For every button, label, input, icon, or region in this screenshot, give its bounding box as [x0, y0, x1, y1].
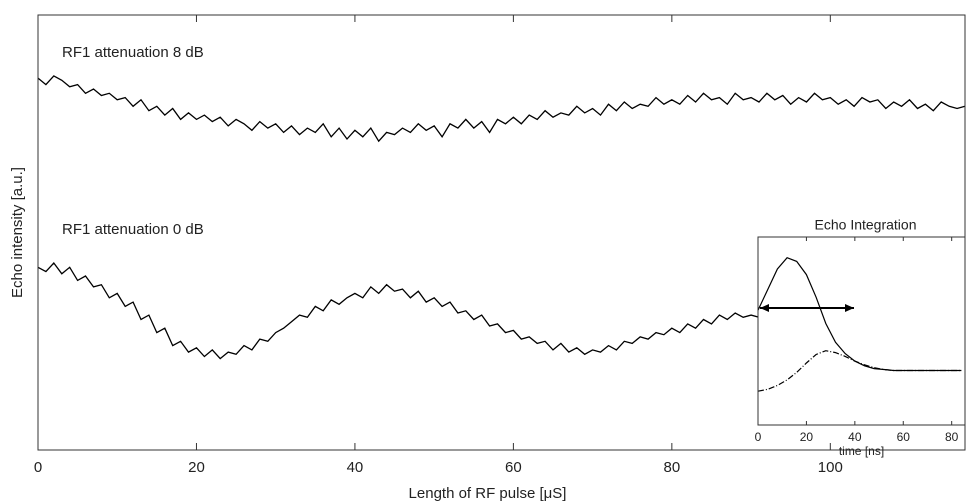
- arrow-head: [845, 304, 854, 312]
- inset-title: Echo Integration: [815, 217, 917, 233]
- x-tick-label: 0: [34, 459, 42, 476]
- data-line: [37, 75, 966, 143]
- x-tick-label: 20: [188, 459, 205, 476]
- x-tick-label: 20: [800, 430, 814, 444]
- x-tick-label: 100: [818, 459, 843, 476]
- x-axis-label: time [ns]: [839, 444, 884, 458]
- series-label: RF1 attenuation 8 dB: [62, 44, 204, 61]
- plot-frame: [37, 14, 966, 451]
- x-tick-label: 80: [945, 430, 959, 444]
- x-tick-label: 80: [664, 459, 681, 476]
- x-tick-label: 40: [848, 430, 862, 444]
- x-tick-label: 40: [347, 459, 364, 476]
- data-line: [757, 350, 962, 392]
- inset-background: [758, 237, 965, 425]
- x-tick-label: 60: [505, 459, 522, 476]
- x-tick-label: 0: [755, 430, 762, 444]
- arrow-head: [760, 304, 769, 312]
- series-label: RF1 attenuation 0 dB: [62, 221, 204, 238]
- data-line: [757, 256, 962, 372]
- plot-frame: [757, 236, 966, 426]
- x-axis-label: Length of RF pulse [μS]: [409, 485, 567, 502]
- y-axis-label: Echo intensity [a.u.]: [9, 167, 26, 298]
- x-tick-label: 60: [897, 430, 911, 444]
